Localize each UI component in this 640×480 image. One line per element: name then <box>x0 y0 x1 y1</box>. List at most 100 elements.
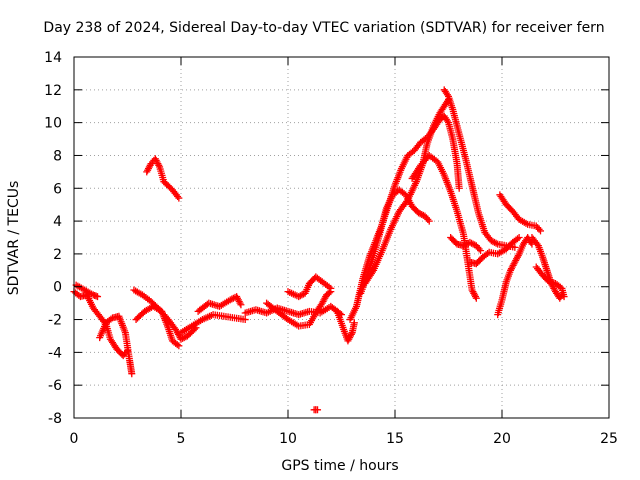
y-tick-label: -8 <box>48 411 62 427</box>
x-tick-label: 0 <box>70 431 79 447</box>
data-point <box>226 296 234 304</box>
x-tick-label: 20 <box>493 431 511 447</box>
data-point <box>296 292 304 300</box>
y-tick-label: 6 <box>53 181 62 197</box>
tick-labels: -8 -6 -4 -2 0 2 4 6 8 10 12 14 0 5 10 15 20 25 <box>44 50 618 447</box>
data-point <box>228 295 236 303</box>
data-point <box>107 315 115 323</box>
data-point <box>179 334 187 342</box>
series-track-s <box>466 234 523 268</box>
y-tick-label: -6 <box>48 378 62 394</box>
data-point <box>415 209 423 217</box>
series-track-b <box>96 312 136 378</box>
data-point <box>533 240 541 248</box>
data-point <box>175 194 183 202</box>
data-point <box>298 291 306 299</box>
data-point <box>350 319 358 327</box>
series-track-w <box>532 263 568 301</box>
data-point <box>443 117 451 125</box>
data-point <box>443 91 451 99</box>
data-point <box>487 237 495 245</box>
data-point <box>472 294 480 302</box>
data-point <box>424 215 432 223</box>
y-tick-label: 4 <box>53 214 62 230</box>
data-point <box>175 342 183 350</box>
data-point <box>455 184 463 192</box>
data-point <box>492 239 500 247</box>
data-point <box>241 316 249 324</box>
x-tick-label: 15 <box>386 431 404 447</box>
data-point <box>180 334 188 342</box>
data-point <box>94 293 102 301</box>
data-point <box>477 247 485 255</box>
grid-layer <box>74 57 609 418</box>
series-track-l <box>333 307 358 345</box>
data-point <box>174 192 182 200</box>
series-track-p <box>408 151 480 302</box>
x-tick-label: 25 <box>600 431 618 447</box>
data-point <box>418 211 426 219</box>
y-tick-label: 0 <box>53 280 62 296</box>
y-axis-label: SDTVAR / TECUs <box>6 181 22 296</box>
x-tick-label: 10 <box>279 431 297 447</box>
series-track-o <box>361 96 452 287</box>
data-point <box>560 293 568 301</box>
chart-title: Day 238 of 2024, Sidereal Day-to-day VTE… <box>43 20 604 36</box>
series-track-j <box>263 288 335 330</box>
series-track-q <box>440 86 519 251</box>
data-point <box>128 370 136 378</box>
data-point <box>459 242 467 250</box>
plot-frame <box>73 56 610 419</box>
data-point <box>463 240 471 248</box>
data-point <box>515 234 523 241</box>
series-track-i <box>241 302 345 319</box>
series-track-f <box>143 155 183 202</box>
data-point <box>469 240 477 248</box>
data-point <box>484 249 492 257</box>
data-marks <box>70 86 568 414</box>
data-point <box>475 245 483 253</box>
data-point <box>471 293 479 301</box>
axis-ticks <box>73 56 610 419</box>
data-point <box>155 161 163 169</box>
data-point <box>511 243 519 251</box>
series-track-u <box>496 191 545 235</box>
series-track-t <box>494 234 536 319</box>
y-tick-label: -2 <box>48 313 62 329</box>
data-point <box>416 210 424 218</box>
data-point <box>295 293 303 301</box>
series-track-h <box>194 293 245 315</box>
data-point <box>491 238 499 246</box>
data-point <box>537 227 545 235</box>
y-tick-label: 2 <box>53 247 62 263</box>
y-tick-label: 10 <box>44 116 62 132</box>
data-point <box>468 239 476 247</box>
data-point <box>236 299 244 307</box>
x-axis-label: GPS time / hours <box>281 458 398 474</box>
data-point <box>535 225 543 233</box>
data-point <box>173 341 181 349</box>
data-point <box>177 335 185 343</box>
data-point <box>425 217 433 225</box>
y-tick-label: -4 <box>48 345 62 361</box>
data-point <box>514 252 522 260</box>
data-point <box>489 238 497 246</box>
y-tick-label: 8 <box>53 148 62 164</box>
data-point <box>461 241 469 249</box>
data-point <box>347 330 355 338</box>
series-track-c <box>72 281 102 301</box>
x-tick-label: 5 <box>177 431 186 447</box>
data-point <box>514 235 522 243</box>
series-track-v <box>528 234 566 302</box>
data-point <box>237 301 245 309</box>
series-track-k <box>284 273 335 301</box>
data-point <box>369 268 377 276</box>
y-tick-label: 12 <box>44 83 62 99</box>
series-track-r <box>447 234 485 255</box>
data-point <box>314 406 322 414</box>
series-track-g <box>177 311 249 337</box>
series-track-e <box>132 302 183 350</box>
data-point <box>466 238 474 246</box>
